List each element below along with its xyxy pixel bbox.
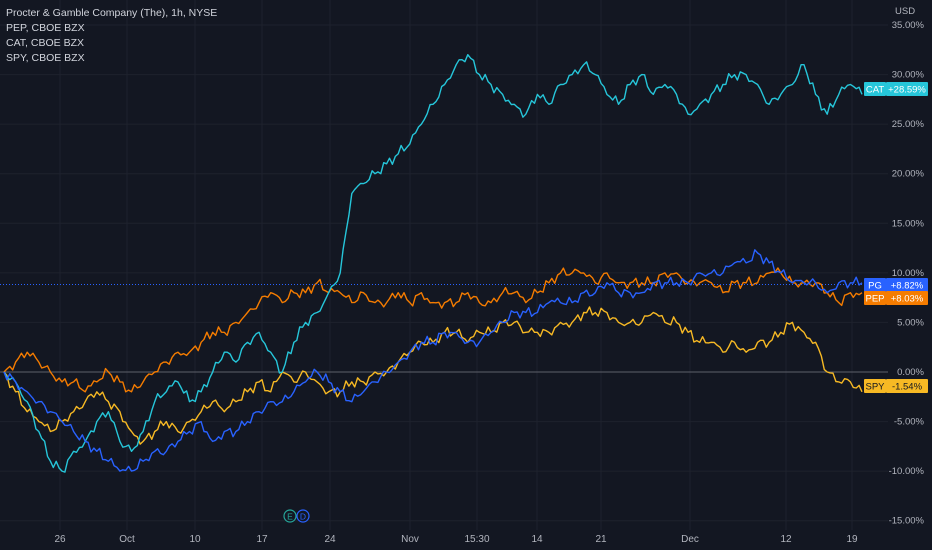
event-marker-letter: D: [300, 512, 306, 522]
y-tick-label: -15.00%: [889, 516, 925, 527]
x-tick-label: 19: [846, 534, 858, 545]
badge-symbol-bg: [864, 291, 886, 305]
badge-spy: SPY -1.54%: [864, 379, 928, 393]
badge-symbol-bg: [864, 82, 886, 96]
legend-compare-spy[interactable]: SPY, CBOE BZX: [6, 52, 85, 64]
y-tick-label: 15.00%: [892, 218, 925, 229]
badge-pg: PG +8.82%: [864, 278, 928, 292]
badge-symbol-bg: [864, 278, 886, 292]
x-tick-label: 17: [256, 534, 268, 545]
series-line-spy[interactable]: [3, 306, 863, 445]
x-tick-label: 26: [54, 534, 66, 545]
badge-value: +28.59%: [888, 85, 926, 96]
badge-value: +8.82%: [891, 281, 924, 292]
x-axis[interactable]: 26 Oct 10 17 24 Nov 15:30 14 21 Dec 12 19: [54, 534, 858, 545]
event-marker-e[interactable]: E: [283, 509, 297, 523]
x-tick-label: Oct: [119, 534, 135, 545]
event-marker-circle: [283, 509, 297, 523]
series-line-cat[interactable]: [3, 54, 863, 473]
y-tick-label: -10.00%: [889, 466, 925, 477]
chart-series-group: [3, 54, 863, 473]
badge-symbol: PEP: [865, 294, 884, 305]
y-axis[interactable]: USD 35.00% 30.00% 25.00% 20.00% 15.00% 10.00% 5…: [889, 6, 925, 527]
x-tick-label: 24: [324, 534, 336, 545]
event-marker-circle: [296, 509, 310, 523]
series-line-pg[interactable]: [3, 249, 863, 472]
x-tick-label: Dec: [681, 534, 699, 545]
badge-value-bg: [886, 278, 928, 292]
badge-pep: PEP +8.03%: [864, 291, 928, 305]
badge-value: -1.54%: [892, 382, 923, 393]
y-tick-label: 20.00%: [892, 169, 925, 180]
y-tick-label: -5.00%: [894, 417, 925, 428]
badge-cat: CAT +28.59%: [864, 82, 928, 96]
badge-symbol: CAT: [866, 85, 884, 96]
badge-value-bg: [886, 291, 928, 305]
badge-value-bg: [886, 82, 928, 96]
x-tick-label: 10: [189, 534, 201, 545]
x-tick-label: Nov: [401, 534, 419, 545]
badge-value: +8.03%: [891, 294, 924, 305]
y-tick-label: 35.00%: [892, 20, 925, 31]
x-tick-label: 21: [595, 534, 607, 545]
last-value-badges: CAT +28.59% PG +8.82% PEP +8.03% SPY -1.54%: [864, 82, 928, 393]
y-tick-label: 25.00%: [892, 119, 925, 130]
x-tick-label: 15:30: [464, 534, 489, 545]
event-marker-d[interactable]: D: [296, 509, 310, 523]
chart-grid: [0, 0, 888, 530]
y-tick-label: 10.00%: [892, 268, 925, 279]
legend-compare-pep[interactable]: PEP, CBOE BZX: [6, 22, 85, 34]
badge-symbol-bg: [864, 379, 886, 393]
event-marker-letter: E: [287, 512, 293, 522]
badge-value-bg: [886, 379, 928, 393]
legend-compare-cat[interactable]: CAT, CBOE BZX: [6, 37, 84, 49]
series-line-pep[interactable]: [3, 267, 863, 393]
currency-label: USD: [895, 6, 915, 17]
y-tick-label: 5.00%: [897, 317, 924, 328]
y-tick-label: 30.00%: [892, 70, 925, 81]
badge-symbol: PG: [868, 281, 882, 292]
legend-main-symbol[interactable]: Procter & Gamble Company (The), 1h, NYSE: [6, 7, 218, 19]
x-tick-label: 12: [780, 534, 792, 545]
y-tick-label: 0.00%: [897, 367, 924, 378]
badge-symbol: SPY: [865, 382, 885, 393]
x-tick-label: 14: [531, 534, 543, 545]
chart-legend: Procter & Gamble Company (The), 1h, NYSE…: [6, 6, 217, 66]
